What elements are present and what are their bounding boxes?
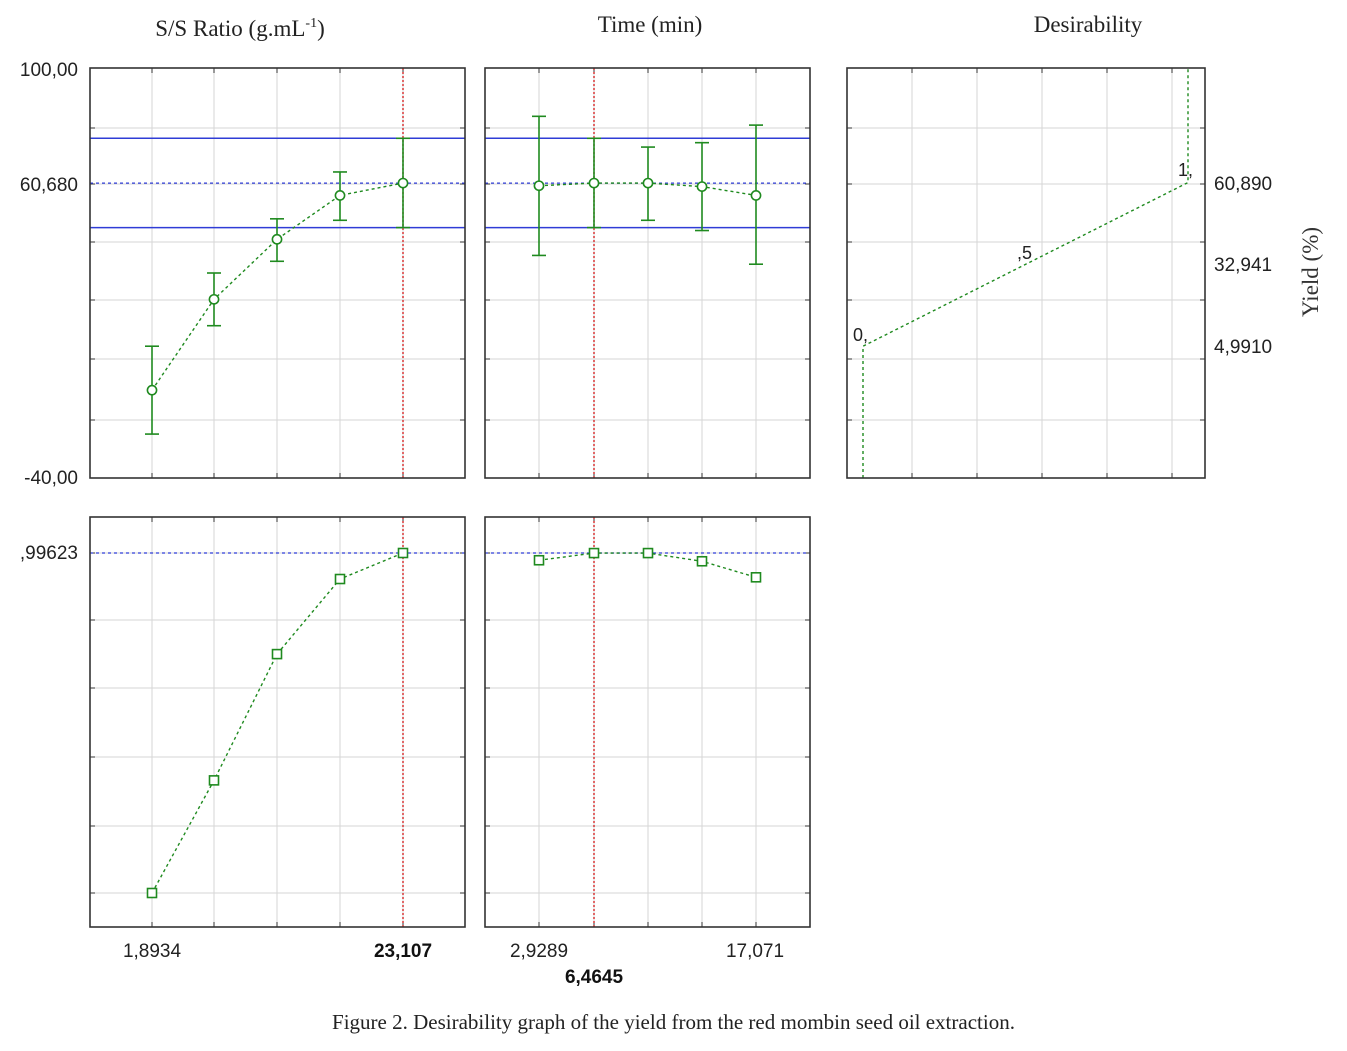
yield-tick-label-high: 60,890 [1214,174,1272,195]
desirability-figure: S/S Ratio (g.mL-1) Time (min) Desirabili… [20,12,1323,988]
ss-desirability-point [334,573,346,585]
ss-yield-point [146,384,158,396]
time-yield-panel-frame [484,67,811,479]
figure-caption-text: Desirability graph of the yield from the… [413,1010,1015,1034]
x-tick-label-time-min: 2,9289 [510,941,568,962]
desirability-fn-panel-frame [846,67,1206,479]
yield-axis-label: Yield (%) [1298,227,1323,317]
ss-yield-panel-frame [89,67,466,479]
yield-tick-label-low: 4,9910 [1214,337,1272,358]
yield-tick-label-mid: 32,941 [1214,255,1272,276]
y-tick-label-bottom: -40,00 [24,468,78,489]
ss-desirability-point [271,648,283,660]
ss-yield-point [334,189,346,201]
ss-desirability-point [397,547,409,559]
time-desirability-panel-frame [484,516,811,928]
figure-caption: Figure 2. Desirability graph of the yiel… [0,1010,1347,1035]
time-yield-point [533,180,545,192]
time-yield-point [642,177,654,189]
ss-desirability-panel-frame [89,516,466,928]
ss-desirability-point [208,775,220,786]
time-desirability-point [642,547,654,559]
ss-desirability-line [151,552,404,894]
desirability-function-line [862,68,1189,478]
time-yield-point [696,181,708,193]
y-tick-label-current: 60,680 [20,175,78,196]
panel-title-time: Time (min) [598,12,703,37]
desirability-label-zero: 0, [853,325,868,345]
x-tick-label-time-current: 6,4645 [565,967,624,988]
time-desirability-point [696,555,708,567]
x-tick-label-time-max: 17,071 [726,941,784,962]
desirability-tick-label: ,99623 [20,543,78,564]
ss-desirability-point [146,887,158,899]
desirability-label-half: ,5 [1017,243,1032,263]
time-desirability-point [750,572,762,583]
x-tick-label-ss-current: 23,107 [374,941,432,962]
ss-yield-point [397,177,409,189]
x-tick-label-ss-min: 1,8934 [123,941,182,962]
desirability-label-one: 1, [1178,160,1193,180]
time-yield-point [750,189,762,201]
time-desirability-point [533,554,545,566]
figure-label: Figure 2. [332,1010,408,1034]
ss-yield-point [271,233,283,245]
time-yield-point [588,177,600,189]
ss-yield-fit-line [151,182,404,391]
panel-title-ss-ratio: S/S Ratio (g.mL-1) [155,16,325,41]
time-desirability-point [588,547,600,559]
panel-title-desirability: Desirability [1034,12,1143,37]
y-tick-label-top: 100,00 [20,60,78,81]
ss-yield-point [208,293,220,305]
